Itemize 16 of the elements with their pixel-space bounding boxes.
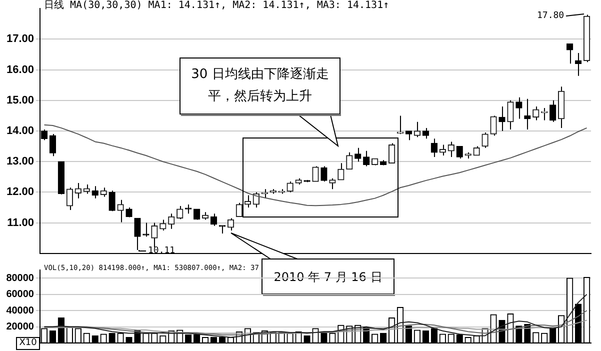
y-tick-label: 15.00 bbox=[6, 94, 34, 106]
y-tick-label: 14.00 bbox=[6, 125, 34, 138]
y-tick-label: 13.00 bbox=[6, 156, 34, 168]
y-tick-label: 17.00 bbox=[6, 33, 34, 46]
y-tick-label: 40000 bbox=[6, 305, 34, 316]
y-tick-label: 80000 bbox=[6, 272, 34, 284]
y-tick-label: 12.00 bbox=[6, 186, 34, 198]
y-tick-label: 16.00 bbox=[6, 64, 34, 76]
y-tick-label: 20000 bbox=[6, 322, 34, 333]
annotation: 日线 MA(30,30,30) MA1: 14.131↑, MA2: 14.131↑, MA3: 14.131↑ bbox=[44, 0, 390, 11]
y-tick-label: 11.00 bbox=[7, 216, 34, 229]
y-tick-label: 60000 bbox=[6, 289, 34, 300]
text: X10 bbox=[16, 337, 40, 350]
annotation: 17.80 bbox=[537, 11, 564, 21]
annotation: 30 日均线由下降逐渐走平，然后转为上升 bbox=[180, 58, 340, 114]
annotation: 10.11 bbox=[148, 246, 176, 256]
